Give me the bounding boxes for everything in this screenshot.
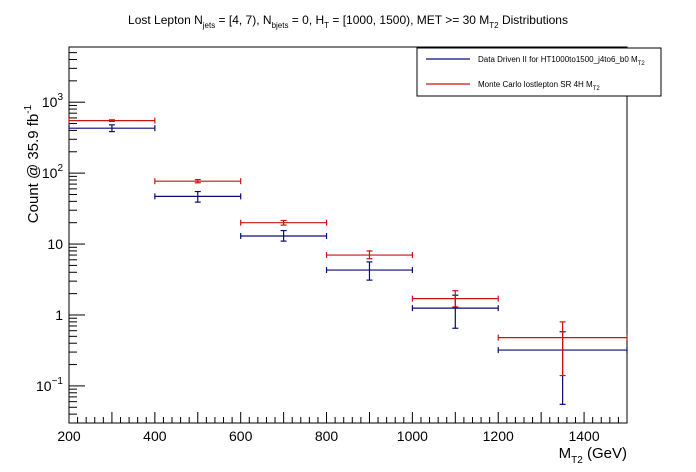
y-tick-label: 10 xyxy=(47,236,63,252)
data-marks xyxy=(68,117,628,405)
data-point xyxy=(497,321,628,377)
x-tick-label: 1400 xyxy=(568,428,599,444)
data-point xyxy=(325,261,413,281)
legend-box xyxy=(416,47,662,97)
y-tick-label: 10−1 xyxy=(36,376,63,394)
x-tick-label: 1000 xyxy=(397,428,428,444)
y-tick-label: 1 xyxy=(55,307,63,323)
series-1 xyxy=(68,117,628,377)
data-point xyxy=(154,178,242,185)
x-tick-label: 400 xyxy=(143,428,167,444)
x-tick-label: 800 xyxy=(315,428,339,444)
y-tick-label: 103 xyxy=(42,92,64,110)
data-point xyxy=(325,250,413,260)
plot-frame xyxy=(68,46,628,424)
data-point xyxy=(68,124,156,133)
x-tick-label: 200 xyxy=(57,428,81,444)
legend: Data Driven II for HT1000to1500_j4to6_b0… xyxy=(416,47,662,97)
x-axis: 200 400 600 800 1000 1200 1400 xyxy=(57,412,628,444)
legend-label-data-driven: Data Driven II for HT1000to1500_j4to6_b0… xyxy=(478,55,645,67)
data-point xyxy=(240,219,328,226)
y-axis-label: Count @ 35.9 fb-1 xyxy=(23,104,42,223)
legend-label-monte-carlo: Monte Carlo lostlepton SR 4H MT2 xyxy=(478,80,600,92)
x-tick-label: 600 xyxy=(229,428,253,444)
chart-title: Lost Lepton Njets = [4, 7), Nbjets = 0, … xyxy=(128,13,568,30)
data-point xyxy=(68,117,156,124)
data-point xyxy=(411,290,499,308)
data-point xyxy=(240,229,328,242)
x-axis-label: MT2 (GeV) xyxy=(559,445,627,466)
data-point xyxy=(154,190,242,203)
y-tick-label: 102 xyxy=(42,163,64,181)
series-0 xyxy=(68,124,628,405)
x-tick-label: 1200 xyxy=(483,428,514,444)
y-axis: 10−1 1 10 102 103 xyxy=(36,46,85,424)
